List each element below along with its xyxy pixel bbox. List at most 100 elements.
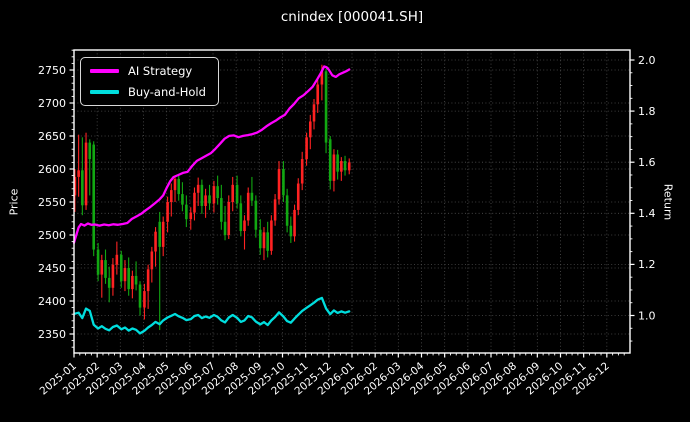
candle-body bbox=[227, 202, 231, 235]
candle-body bbox=[150, 251, 154, 270]
candle-body bbox=[185, 204, 188, 220]
candle-body bbox=[316, 84, 320, 105]
candle-body bbox=[282, 169, 285, 196]
price-tick-label: 2350 bbox=[38, 328, 66, 341]
candle-body bbox=[196, 184, 200, 193]
return-tick-label: 1.8 bbox=[638, 105, 656, 118]
price-tick-label: 2650 bbox=[38, 130, 66, 143]
price-tick-label: 2400 bbox=[38, 295, 66, 308]
price-axis-label: Price bbox=[7, 188, 21, 216]
return-tick-label: 2.0 bbox=[638, 54, 656, 67]
legend[interactable]: AI Strategy Buy-and-Hold bbox=[80, 57, 219, 106]
ai-strategy-line-swatch bbox=[90, 69, 119, 73]
candle-body bbox=[300, 159, 304, 184]
return-tick-label: 1.6 bbox=[638, 156, 656, 169]
candle-body bbox=[254, 200, 258, 230]
candle-body bbox=[107, 277, 111, 288]
candle-body bbox=[111, 264, 115, 288]
candle-body bbox=[119, 254, 123, 282]
candle-body bbox=[239, 203, 243, 232]
candle-body bbox=[273, 199, 277, 221]
candle-body bbox=[309, 121, 312, 138]
candle-body bbox=[285, 195, 289, 226]
buy-and-hold-line bbox=[73, 296, 351, 335]
candle-body bbox=[88, 142, 92, 160]
candle-body bbox=[84, 142, 88, 206]
candle-body bbox=[289, 225, 293, 237]
price-tick-label: 2500 bbox=[38, 229, 66, 242]
candle-body bbox=[77, 170, 80, 177]
buy-and-hold-line-swatch bbox=[90, 90, 119, 94]
chart-title: cnindex [000041.SH] bbox=[280, 9, 424, 25]
return-tick-label: 1.0 bbox=[638, 309, 656, 322]
candle-body bbox=[138, 284, 142, 308]
candle-body bbox=[146, 269, 150, 292]
candle-body bbox=[73, 176, 77, 196]
candle-body bbox=[332, 154, 336, 181]
candle-body bbox=[170, 190, 173, 202]
candle-body bbox=[347, 162, 351, 171]
candle-body bbox=[161, 221, 165, 247]
candle-body bbox=[340, 161, 343, 172]
candle-body bbox=[193, 192, 196, 213]
candle-body bbox=[134, 275, 138, 285]
return-tick-label: 1.4 bbox=[638, 207, 656, 220]
candle-body bbox=[189, 212, 193, 220]
candle-body bbox=[123, 268, 127, 282]
ai-strategy-line bbox=[72, 65, 351, 244]
candle-body bbox=[231, 184, 234, 202]
candle-body bbox=[212, 186, 216, 204]
price-tick-label: 2750 bbox=[38, 64, 66, 77]
candle-body bbox=[262, 232, 266, 249]
candle-body bbox=[204, 195, 207, 206]
candle-body bbox=[296, 183, 300, 210]
candle-body bbox=[277, 169, 281, 200]
legend-item-buy-and-hold: Buy-and-Hold bbox=[90, 85, 206, 99]
legend-label-ai-strategy: AI Strategy bbox=[128, 64, 193, 78]
candle-body bbox=[343, 161, 347, 171]
candle-body bbox=[258, 229, 262, 249]
candle-body bbox=[320, 71, 324, 85]
candle-body bbox=[223, 221, 227, 235]
legend-label-buy-and-hold: Buy-and-Hold bbox=[128, 85, 206, 99]
candle-body bbox=[100, 260, 104, 275]
candle-body bbox=[177, 178, 181, 195]
candle-body bbox=[200, 184, 204, 206]
candle-body bbox=[328, 139, 332, 181]
candle-body bbox=[104, 260, 107, 278]
price-tick-label: 2600 bbox=[38, 163, 66, 176]
price-tick-label: 2700 bbox=[38, 97, 66, 110]
candle-body bbox=[131, 275, 134, 290]
candle-body bbox=[115, 254, 119, 265]
candle-body bbox=[208, 195, 211, 204]
candle-body bbox=[250, 192, 254, 201]
candle-body bbox=[81, 170, 84, 206]
price-tick-label: 2550 bbox=[38, 196, 66, 209]
candle-body bbox=[324, 71, 328, 143]
candle-body bbox=[246, 192, 250, 221]
candle-body bbox=[154, 231, 157, 252]
candle-body bbox=[270, 220, 273, 251]
return-axis-label: Return bbox=[661, 183, 675, 221]
candle-body bbox=[92, 144, 95, 250]
return-tick-label: 1.2 bbox=[638, 258, 656, 271]
candle-body bbox=[127, 268, 130, 290]
candle-body bbox=[305, 137, 308, 160]
candle-body bbox=[173, 178, 177, 191]
candle-body bbox=[166, 202, 169, 222]
candle-body bbox=[293, 209, 296, 237]
candle-body bbox=[243, 220, 246, 232]
candle-body bbox=[336, 154, 339, 172]
price-tick-label: 2450 bbox=[38, 262, 66, 275]
candle-body bbox=[96, 249, 100, 275]
candle-body bbox=[235, 184, 239, 204]
candle-body bbox=[220, 198, 223, 222]
candle-body bbox=[266, 232, 269, 251]
candle-body bbox=[312, 104, 316, 122]
candle-body bbox=[181, 194, 184, 205]
legend-item-ai-strategy: AI Strategy bbox=[90, 64, 206, 78]
candle-body bbox=[143, 291, 146, 308]
candle-body bbox=[216, 186, 219, 199]
